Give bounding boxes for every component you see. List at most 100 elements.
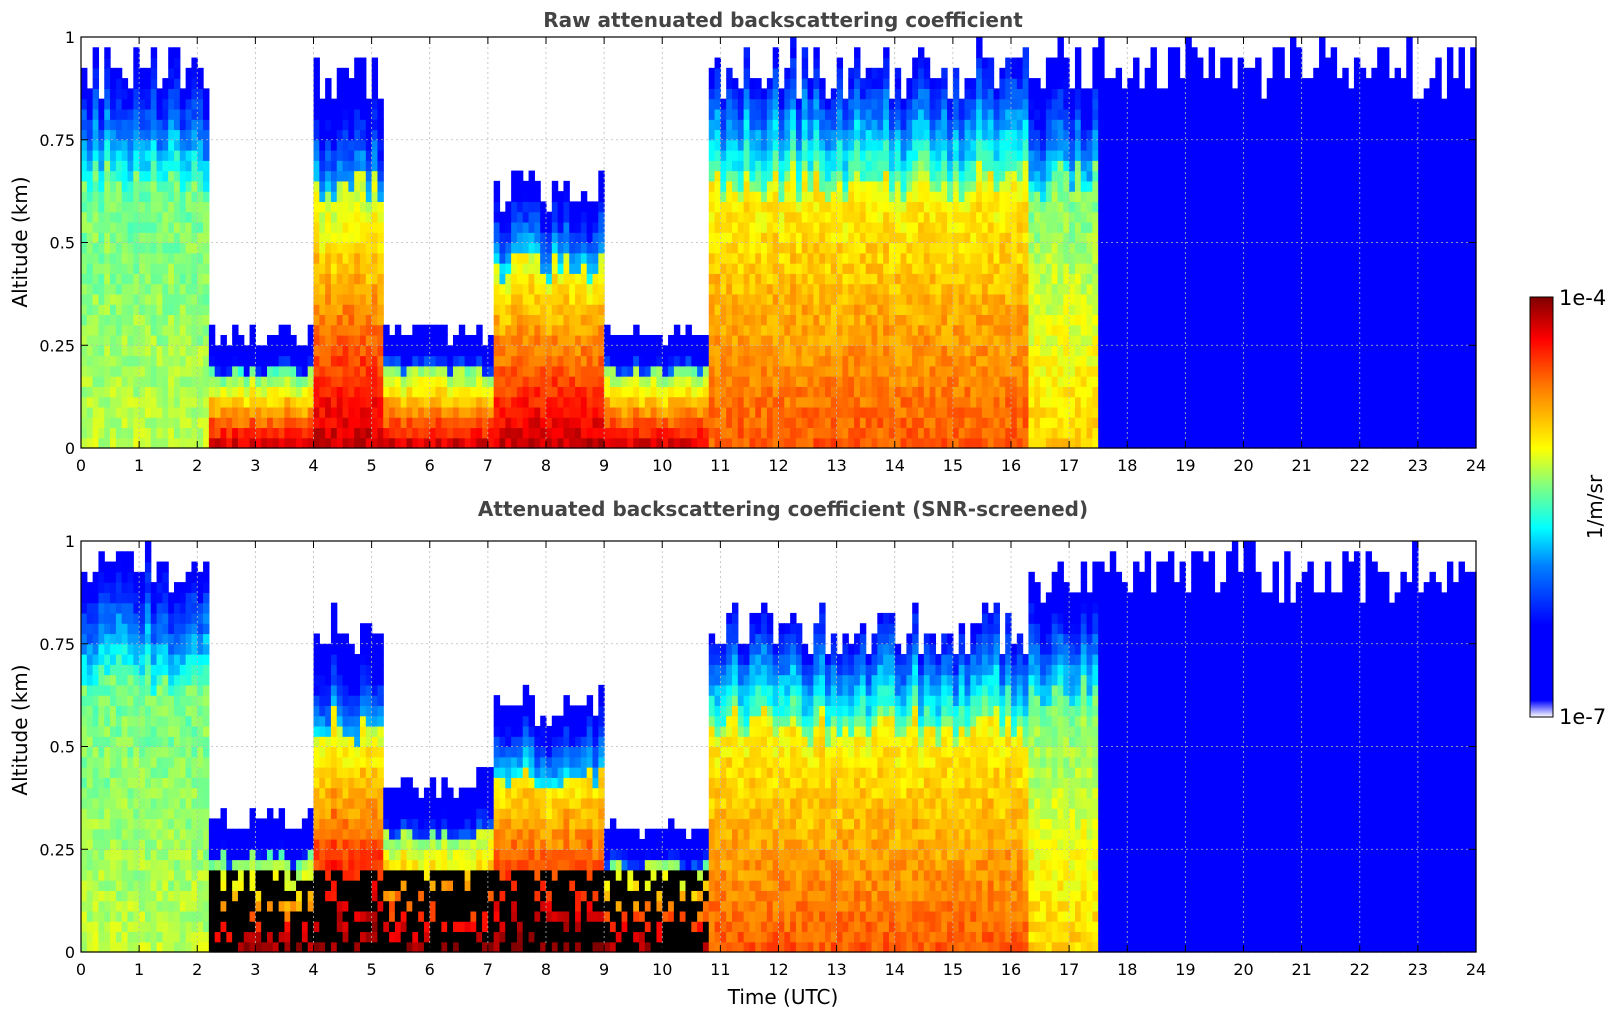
heatmap-cell: [168, 263, 175, 274]
heatmap-cell: [377, 334, 384, 346]
heatmap-cell: [702, 406, 710, 418]
heatmap-cell: [290, 345, 297, 357]
heatmap-cell: [749, 263, 756, 274]
heatmap-cell: [900, 314, 907, 326]
heatmap-cell: [970, 108, 977, 120]
heatmap-cell: [633, 324, 640, 336]
heatmap-cell: [836, 129, 844, 141]
heatmap-cell: [1069, 232, 1076, 244]
heatmap-cell: [656, 376, 663, 387]
heatmap-cell: [493, 263, 501, 274]
heatmap-cell: [790, 78, 797, 89]
heatmap-cell: [423, 355, 431, 367]
heatmap-cell: [418, 386, 425, 398]
heatmap-cell: [325, 427, 332, 439]
heatmap-cell: [226, 376, 233, 387]
heatmap-cell: [813, 437, 820, 449]
heatmap-cell: [999, 191, 1006, 203]
heatmap-cell: [133, 88, 140, 100]
heatmap-cell: [976, 191, 983, 203]
heatmap-cell: [970, 180, 977, 192]
heatmap-cell: [319, 263, 326, 274]
heatmap-cell: [557, 273, 565, 285]
heatmap-cell: [952, 345, 960, 357]
heatmap-cell: [168, 88, 175, 100]
heatmap-cell: [156, 139, 163, 151]
heatmap-cell: [819, 314, 826, 326]
heatmap-cell: [999, 67, 1006, 79]
heatmap-cell: [296, 396, 303, 408]
heatmap-cell: [110, 252, 117, 264]
heatmap-cell: [871, 252, 878, 264]
heatmap-cell: [499, 324, 506, 336]
heatmap-cell: [1115, 180, 1123, 192]
heatmap-cell: [877, 150, 884, 161]
heatmap-cell: [900, 119, 907, 131]
heatmap-cell: [569, 252, 576, 264]
heatmap-cell: [348, 160, 355, 172]
heatmap-cell: [255, 437, 262, 449]
heatmap-cell: [964, 345, 971, 357]
heatmap-cell: [755, 129, 762, 141]
heatmap-cell: [906, 221, 913, 233]
heatmap-cell: [726, 386, 733, 398]
heatmap-cell: [336, 88, 344, 100]
heatmap-cell: [1127, 406, 1134, 418]
heatmap-cell: [976, 334, 983, 346]
heatmap-cell: [261, 355, 268, 367]
heatmap-cell: [174, 78, 181, 89]
heatmap-cell: [1069, 417, 1076, 429]
heatmap-cell: [336, 252, 344, 264]
heatmap-cell: [784, 78, 791, 89]
heatmap-cell: [1022, 150, 1030, 161]
heatmap-cell: [923, 119, 931, 131]
heatmap-cell: [127, 150, 134, 161]
heatmap-cell: [139, 150, 146, 161]
heatmap-cell: [487, 355, 495, 367]
heatmap-cell: [575, 417, 582, 429]
heatmap-cell: [301, 365, 309, 377]
heatmap-cell: [859, 232, 867, 244]
heatmap-cell: [191, 139, 198, 151]
heatmap-cell: [493, 417, 501, 429]
heatmap-cell: [900, 334, 907, 346]
heatmap-cell: [1040, 180, 1047, 192]
heatmap-cell: [110, 365, 117, 377]
heatmap-cell: [133, 201, 140, 213]
heatmap-cell: [1057, 170, 1064, 182]
heatmap-cell: [110, 324, 117, 336]
heatmap-cell: [1040, 211, 1047, 223]
heatmap-cell: [772, 355, 780, 367]
heatmap-cell: [755, 355, 762, 367]
heatmap-cell: [412, 365, 419, 377]
heatmap-cell: [81, 304, 88, 316]
heatmap-cell: [1016, 345, 1024, 357]
heatmap-cell: [1045, 129, 1053, 141]
heatmap-cell: [377, 119, 384, 131]
heatmap-cell: [354, 324, 361, 336]
heatmap-cell: [546, 263, 553, 274]
heatmap-cell: [871, 180, 878, 192]
heatmap-cell: [1040, 293, 1047, 305]
heatmap-cell: [737, 150, 745, 161]
heatmap-cell: [906, 180, 913, 192]
heatmap-cell: [1104, 365, 1111, 377]
heatmap-cell: [360, 427, 367, 439]
heatmap-cell: [964, 334, 971, 346]
heatmap-cell: [179, 211, 187, 223]
heatmap-cell: [825, 221, 832, 233]
heatmap-cell: [563, 396, 570, 408]
heatmap-cell: [784, 386, 791, 398]
heatmap-cell: [900, 170, 907, 182]
heatmap-cell: [935, 437, 942, 449]
heatmap-cell: [563, 376, 570, 387]
heatmap-cell: [1057, 191, 1064, 203]
heatmap-cell: [720, 406, 727, 418]
heatmap-cell: [191, 252, 198, 264]
heatmap-cell: [1086, 129, 1093, 141]
heatmap-cell: [801, 314, 809, 326]
heatmap-cell: [871, 324, 878, 336]
heatmap-cell: [714, 263, 721, 274]
heatmap-cell: [662, 417, 669, 429]
heatmap-cell: [290, 334, 297, 346]
